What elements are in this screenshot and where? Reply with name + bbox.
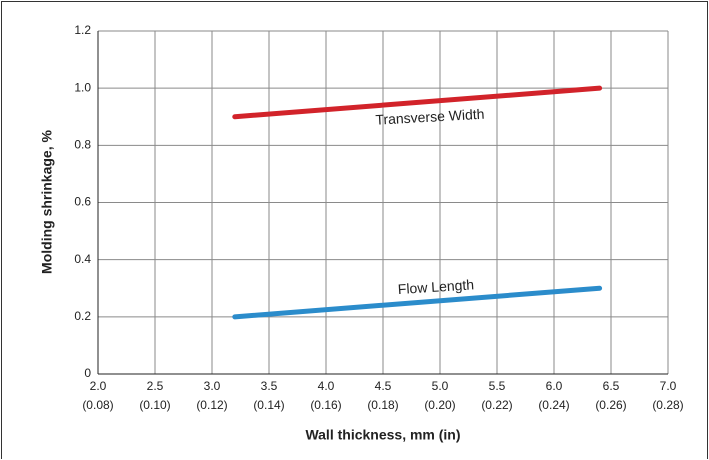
x-tick-sublabel: (0.10) [139, 398, 170, 412]
x-tick-sublabel: (0.16) [310, 398, 341, 412]
y-tick-label: 1.2 [74, 23, 91, 37]
series-label: Flow Length [397, 276, 474, 297]
x-tick-label: 7.0 [660, 379, 677, 393]
series-label: Transverse Width [375, 106, 485, 128]
x-tick-sublabel: (0.26) [595, 398, 626, 412]
x-tick-sublabel: (0.20) [424, 398, 455, 412]
y-tick-label: 1.0 [74, 80, 91, 94]
x-tick-label: 3.5 [261, 379, 278, 393]
x-tick-label: 6.5 [603, 379, 620, 393]
y-tick-label: 0.4 [74, 252, 91, 266]
x-tick-label: 5.5 [489, 379, 506, 393]
x-tick-sublabel: (0.22) [481, 398, 512, 412]
x-tick-label: 4.0 [318, 379, 335, 393]
x-tick-sublabel: (0.28) [652, 398, 683, 412]
y-tick-label: 0.2 [74, 309, 91, 323]
x-tick-label: 3.0 [204, 379, 221, 393]
x-tick-label: 2.5 [147, 379, 164, 393]
x-tick-sublabel: (0.08) [82, 398, 113, 412]
x-axis-title: Wall thickness, mm (in) [305, 427, 460, 443]
y-axis-title: Molding shrinkage, % [39, 129, 55, 273]
x-tick-label: 4.5 [375, 379, 392, 393]
x-tick-label: 6.0 [546, 379, 563, 393]
y-tick-label: 0 [84, 366, 91, 380]
x-tick-sublabel: (0.12) [196, 398, 227, 412]
series-line [232, 285, 603, 320]
x-tick-sublabel: (0.14) [253, 398, 284, 412]
x-tick-label: 2.0 [90, 379, 107, 393]
x-tick-label: 5.0 [432, 379, 449, 393]
y-tick-label: 0.6 [74, 195, 91, 209]
x-tick-sublabel: (0.24) [538, 398, 569, 412]
y-tick-label: 0.8 [74, 138, 91, 152]
series-line [232, 85, 603, 120]
x-tick-sublabel: (0.18) [367, 398, 398, 412]
